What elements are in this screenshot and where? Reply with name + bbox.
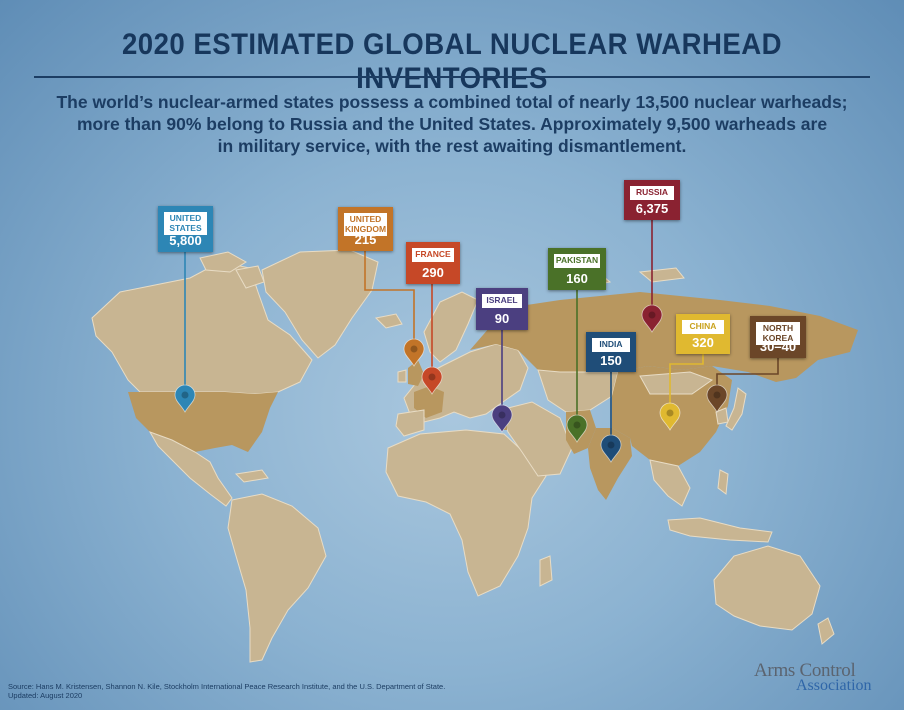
name-line: KOREA [762, 332, 794, 343]
name-line: UNITED [349, 214, 382, 224]
scandinavia [423, 291, 479, 363]
pin-hole-france [428, 373, 436, 381]
warhead-count: 290 [422, 265, 444, 280]
warhead-count: 6,375 [635, 201, 669, 216]
title-divider [34, 76, 870, 78]
mexico [148, 431, 233, 507]
southeast-asia [649, 459, 691, 507]
label-name: CHINA [682, 320, 724, 334]
subtitle-line-3: in military service, with the rest await… [217, 136, 687, 156]
united-states-territory [128, 392, 278, 452]
name-line: KINGDOM [345, 223, 387, 234]
label-israel: ISRAEL 90 [476, 288, 528, 330]
japan [725, 387, 747, 431]
label-name: UNITED KINGDOM [344, 213, 387, 236]
madagascar [539, 555, 553, 587]
australia [713, 545, 821, 631]
pin-hole-india [607, 441, 615, 449]
warhead-count: 90 [494, 311, 510, 326]
warhead-count: 30–40 [759, 339, 797, 354]
central-asia [537, 369, 619, 413]
name-line: UNITED [169, 213, 202, 223]
new-zealand [817, 617, 835, 645]
name-line: RUSSIA [635, 187, 669, 197]
logo-arms-control: Arms Control [754, 660, 856, 681]
label-russia: RUSSIA 6,375 [624, 180, 680, 220]
mongolia [639, 371, 714, 395]
page-title: 2020 ESTIMATED GLOBAL NUCLEAR WARHEAD IN… [121, 28, 783, 95]
source-line: Source: Hans M. Kristensen, Shannon N. K… [8, 682, 446, 691]
pin-china [659, 402, 681, 431]
label-name: RUSSIA [630, 186, 674, 200]
pin-north-korea [706, 384, 728, 413]
pin-india [600, 434, 622, 463]
russia-territory [470, 292, 858, 382]
name-line: CHINA [689, 321, 717, 331]
label-pakistan: PAKISTAN 160 [548, 248, 606, 290]
warhead-count: 5,800 [169, 233, 202, 248]
arctic-island-1 [199, 251, 247, 273]
subtitle-line-2: more than 90% belong to Russia and the U… [76, 114, 828, 134]
label-india: INDIA 150 [586, 332, 636, 372]
pin-hole-united-states [181, 391, 189, 399]
indonesia [667, 517, 773, 543]
label-france: FRANCE 290 [406, 242, 460, 284]
pin-hole-united-kingdom [410, 345, 418, 353]
iberia [395, 409, 425, 437]
name-line: STATES [169, 222, 202, 233]
label-united-states: UNITED STATES 5,800 [158, 206, 213, 252]
iceland [374, 313, 403, 329]
subtitle: The world’s nuclear-armed states possess… [30, 91, 874, 157]
warhead-count: 150 [600, 353, 622, 368]
label-united-kingdom: UNITED KINGDOM 215 [338, 207, 393, 251]
warhead-count: 160 [566, 271, 588, 286]
united-kingdom-territory [408, 360, 424, 386]
subtitle-line-1: The world’s nuclear-armed states possess… [56, 92, 848, 112]
pin-hole-north-korea [713, 391, 721, 399]
south-america [227, 493, 327, 663]
label-name: ISRAEL [482, 294, 522, 308]
name-line: INDIA [599, 339, 623, 349]
name-line: FRANCE [415, 249, 451, 259]
label-name: NORTH KOREA [756, 322, 800, 345]
pin-hole-israel [498, 411, 506, 419]
leader-north-korea [716, 358, 779, 390]
warhead-count: 320 [692, 335, 714, 350]
pin-united-kingdom [403, 338, 425, 367]
pin-russia [641, 304, 663, 333]
leader-united-kingdom [364, 250, 415, 346]
middle-east [499, 401, 573, 477]
pin-france [421, 366, 443, 395]
leader-china [669, 354, 704, 410]
label-name: PAKISTAN [554, 254, 600, 268]
label-name: FRANCE [412, 248, 454, 262]
map-pins [174, 304, 728, 463]
label-name: INDIA [592, 338, 630, 352]
canada [91, 261, 313, 395]
pin-pakistan [566, 414, 588, 443]
pin-hole-pakistan [573, 421, 581, 429]
source-note: Source: Hans M. Kristensen, Shannon N. K… [8, 682, 445, 700]
name-line: PAKISTAN [555, 255, 599, 265]
africa [385, 429, 547, 597]
updated-line: Updated: August 2020 [8, 691, 83, 700]
name-line: ISRAEL [486, 295, 518, 305]
label-china: CHINA 320 [676, 314, 730, 354]
logo-association: Association [796, 677, 872, 694]
name-line: NORTH [762, 323, 794, 333]
label-north-korea: NORTH KOREA 30–40 [750, 316, 806, 358]
pin-israel [491, 404, 513, 433]
pin-united-states [174, 384, 196, 413]
philippines [717, 469, 729, 495]
warhead-count: 215 [354, 232, 377, 247]
label-name: UNITED STATES [164, 212, 207, 235]
caribbean [234, 469, 269, 483]
pin-hole-russia [648, 311, 656, 319]
leader-lines [184, 220, 779, 440]
pin-hole-china [666, 409, 674, 417]
arctic-island-2 [235, 265, 265, 289]
ireland [397, 369, 407, 383]
